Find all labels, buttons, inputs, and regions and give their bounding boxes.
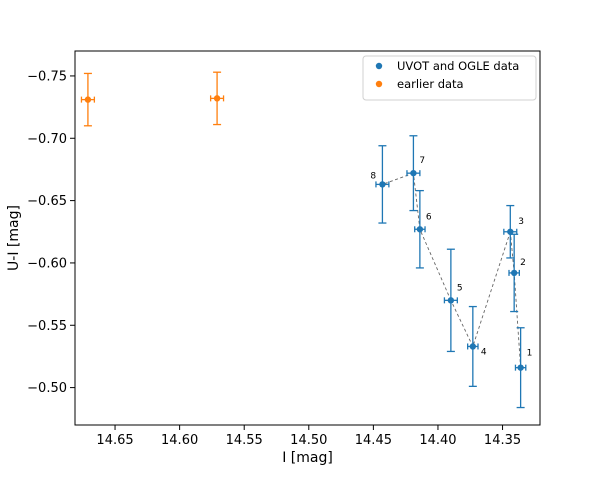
data-point: [447, 297, 455, 304]
data-point: [84, 96, 92, 103]
point-label: 5: [457, 283, 463, 293]
plot-frame: [74, 50, 541, 426]
y-tick-label: −0.65: [27, 194, 67, 209]
legend: UVOT and OGLE data earlier data: [362, 55, 537, 101]
x-tick-label: 14.60: [161, 433, 198, 448]
point-label: 7: [419, 156, 425, 166]
y-tick-label: −0.60: [27, 256, 67, 271]
legend-marker: [375, 62, 383, 70]
x-tick-label: 14.55: [226, 433, 263, 448]
connector-segment: [412, 173, 421, 230]
data-point: [410, 169, 417, 177]
y-tick-label: −0.75: [27, 69, 67, 84]
axis-ticks: 14.65 14.60 14.55 14.50 14.45 14.40 14.35 −0.75…: [27, 69, 521, 448]
data-point: [469, 343, 477, 350]
x-tick-label: 14.50: [290, 433, 327, 448]
data-point: [510, 269, 518, 277]
connector-segment: [382, 172, 414, 185]
data-series: 1 2 3 4 5 6 7 8: [80, 71, 533, 409]
data-point: [416, 226, 424, 233]
legend-entry-label: UVOT and OGLE data: [397, 59, 519, 73]
data-point: [507, 228, 514, 235]
legend-marker: [375, 80, 383, 88]
connector-segment: [419, 229, 452, 301]
y-tick-label: −0.55: [27, 319, 67, 334]
x-tick-label: 14.40: [419, 433, 456, 448]
legend-entry-label: earlier data: [397, 77, 464, 91]
point-label: 4: [481, 347, 487, 357]
data-point: [213, 95, 221, 102]
series-earlier: [80, 71, 225, 127]
y-axis-label: U-I [mag]: [6, 205, 22, 271]
point-label: 1: [527, 349, 533, 359]
x-tick-label: 14.65: [96, 433, 133, 448]
connector-segment: [472, 231, 511, 347]
y-tick-label: −0.70: [27, 132, 67, 147]
legend-box: [362, 55, 537, 101]
connector-segment: [513, 272, 522, 368]
x-tick-label: 14.35: [484, 433, 521, 448]
series-uvot-ogle: 1 2 3 4 5 6 7 8: [370, 135, 533, 409]
point-label: 2: [520, 258, 526, 268]
point-label: 6: [426, 212, 432, 222]
data-point: [517, 364, 524, 371]
point-label: 8: [370, 171, 376, 181]
data-point: [379, 181, 386, 188]
y-tick-label: −0.50: [27, 381, 67, 396]
x-tick-label: 14.45: [355, 433, 392, 448]
point-label: 3: [518, 217, 524, 227]
x-axis-label: I [mag]: [282, 450, 333, 466]
connector-segment: [450, 300, 474, 347]
